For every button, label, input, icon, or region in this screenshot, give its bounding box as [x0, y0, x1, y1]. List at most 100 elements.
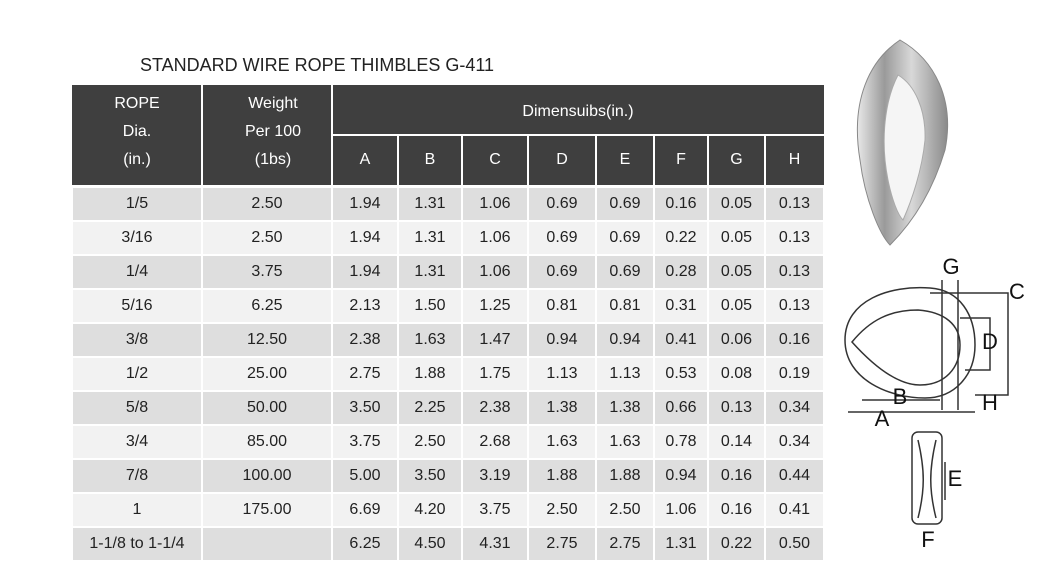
cell: 1.06 [479, 195, 510, 212]
cell-bg [333, 358, 397, 390]
cell: 3/8 [126, 331, 148, 348]
cell-bg [399, 222, 461, 254]
cell: 0.22 [721, 535, 752, 552]
cell: 1.88 [546, 467, 577, 484]
cell-bg [597, 460, 653, 492]
cell: 1.06 [479, 229, 510, 246]
header-cell: F [676, 151, 686, 168]
cell-bg [597, 392, 653, 424]
cell: 0.28 [665, 263, 696, 280]
diagram-labels: G CD B H A E F [875, 254, 1025, 552]
cell: 0.16 [779, 331, 810, 348]
cell-bg [73, 188, 201, 220]
cell: 0.05 [721, 263, 752, 280]
header-cell: E [620, 151, 631, 168]
cell: 1/4 [126, 263, 148, 280]
cell-bg [463, 460, 527, 492]
cell-bg [399, 290, 461, 322]
cell: 175.00 [243, 501, 292, 518]
cell: 2.50 [546, 501, 577, 518]
cell: 3.75 [479, 501, 510, 518]
cell: 1.63 [609, 433, 640, 450]
cell-bg [73, 358, 201, 390]
header-cell: A [360, 151, 371, 168]
cell: 0.05 [721, 229, 752, 246]
cell: 0.44 [779, 467, 810, 484]
header-cell: D [556, 151, 568, 168]
header-cell: B [425, 151, 436, 168]
cell: 1 [133, 501, 142, 518]
cell: 1.38 [609, 399, 640, 416]
cell: 85.00 [247, 433, 287, 450]
thimble-photo [856, 39, 949, 246]
cell: 0.69 [609, 195, 640, 212]
cell: 0.66 [665, 399, 696, 416]
cell-bg [333, 324, 397, 356]
cell: 3.19 [479, 467, 510, 484]
cell: 3.75 [349, 433, 380, 450]
cell: 1.31 [414, 263, 445, 280]
cell-bg [766, 460, 823, 492]
cell: 0.81 [609, 297, 640, 314]
cell: 6.69 [349, 501, 380, 518]
cell: 1.13 [609, 365, 640, 382]
cell: 1.06 [665, 501, 696, 518]
cell: 0.69 [609, 263, 640, 280]
cell: 0.16 [721, 501, 752, 518]
cell-bg [766, 290, 823, 322]
cell: 3.50 [414, 467, 445, 484]
cell-bg [655, 324, 707, 356]
header-cell: G [730, 151, 742, 168]
cell-bg [73, 528, 201, 560]
cell: 1-1/8 to 1-1/4 [89, 535, 184, 552]
cell-bg [597, 188, 653, 220]
cell: 0.31 [665, 297, 696, 314]
cell-bg [766, 324, 823, 356]
cell-bg [463, 494, 527, 526]
cell-bg [766, 222, 823, 254]
cell-bg [399, 256, 461, 288]
cell: 2.25 [414, 399, 445, 416]
cell-bg [333, 494, 397, 526]
cell-bg [655, 188, 707, 220]
cell: 1.88 [609, 467, 640, 484]
cell: 7/8 [126, 467, 148, 484]
cell-bg [333, 426, 397, 458]
cell-bg [529, 290, 595, 322]
cell-bg [333, 460, 397, 492]
cell-bg [463, 358, 527, 390]
cell: 0.41 [779, 501, 810, 518]
cell: 3.50 [349, 399, 380, 416]
cell-bg [399, 188, 461, 220]
cell-bg [529, 256, 595, 288]
cell-bg [597, 222, 653, 254]
cell-bg [709, 392, 764, 424]
cell: 1.47 [479, 331, 510, 348]
cell: 1.94 [349, 229, 380, 246]
header-cell: Dimensuibs(in.) [522, 103, 633, 120]
cell-bg [463, 188, 527, 220]
cell-bg [73, 324, 201, 356]
cell-bg [399, 426, 461, 458]
cell-bg [203, 426, 331, 458]
cell-bg [203, 358, 331, 390]
diagram-label: C [1009, 279, 1025, 304]
cell-bg [597, 324, 653, 356]
cell: 2.68 [479, 433, 510, 450]
cell: 0.69 [546, 263, 577, 280]
cell-bg [203, 392, 331, 424]
cell: 5.00 [349, 467, 380, 484]
title: STANDARD WIRE ROPE THIMBLES G-411 [140, 55, 494, 75]
cell-bg [709, 222, 764, 254]
cell-bg [766, 494, 823, 526]
cell-bg [463, 256, 527, 288]
cell-bg [709, 256, 764, 288]
cell: 100.00 [243, 467, 292, 484]
cell: 0.69 [546, 229, 577, 246]
cell-bg [463, 426, 527, 458]
cell-bg [597, 528, 653, 560]
table: ROPE Dia. (in.) Weight Per 100 (1bs) Dimensuib… [72, 85, 824, 560]
cell-bg [597, 290, 653, 322]
cell-bg [399, 460, 461, 492]
